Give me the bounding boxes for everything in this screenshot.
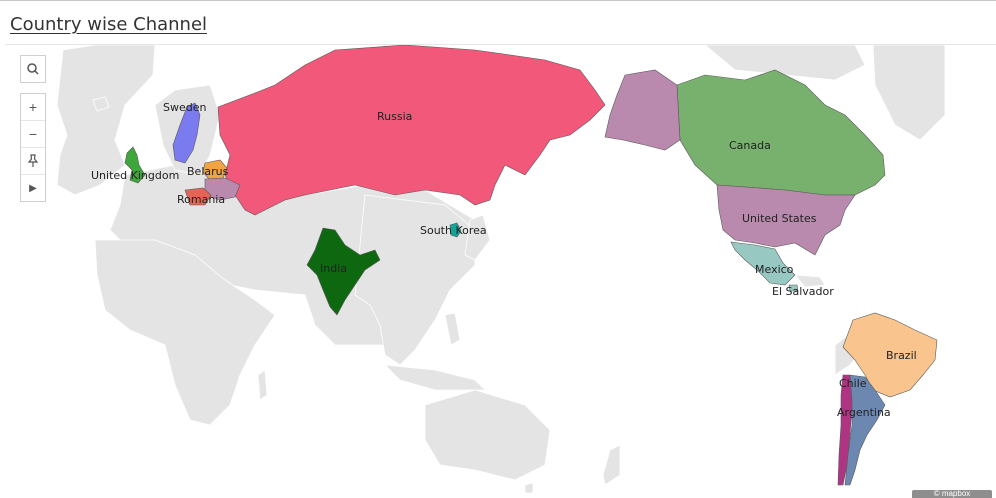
zoom-out-button[interactable]: − [21,120,45,147]
country-united-kingdom[interactable] [124,146,146,184]
search-icon[interactable] [21,56,45,82]
label-argentina: Argentina [837,406,891,419]
map-zoom-controls[interactable]: + − ▶ [20,93,46,202]
country-canada[interactable] [676,69,886,196]
map-attribution[interactable]: © mapbox [912,490,992,498]
label-sweden: Sweden [163,101,206,114]
country-brazil[interactable] [842,312,938,398]
label-south-korea: South Korea [420,224,487,237]
country-alaska[interactable] [604,69,681,151]
pin-icon[interactable] [21,147,45,174]
label-chile: Chile [839,377,867,390]
expand-toolbar-button[interactable]: ▶ [21,174,45,201]
label-india: India [320,262,347,275]
country-el-salvador[interactable] [788,284,799,292]
country-south-korea[interactable] [449,222,462,238]
top-divider [0,0,996,1]
label-brazil: Brazil [886,349,917,362]
label-united-kingdom: United Kingdom [91,169,179,182]
label-el-salvador: El Salvador [772,285,834,298]
label-romania: Romania [177,193,225,206]
country-sweden[interactable] [172,102,201,164]
zoom-in-button[interactable]: + [28,99,38,115]
label-belarus: Belarus [187,165,229,178]
country-argentina[interactable] [844,374,886,486]
label-russia: Russia [377,110,412,123]
map-search-control[interactable] [20,55,46,83]
base-land [56,45,946,494]
country-labels: Russia Sweden United Kingdom Belarus Rom… [91,101,917,419]
world-map[interactable]: Russia Sweden United Kingdom Belarus Rom… [5,45,996,498]
country-romania[interactable] [184,187,212,206]
page-title: Country wise Channel [10,14,208,35]
label-mexico: Mexico [755,263,794,276]
map-view[interactable]: Russia Sweden United Kingdom Belarus Rom… [5,44,996,498]
country-united-states[interactable] [716,184,856,256]
label-united-states: United States [742,212,817,225]
country-shapes [124,45,938,486]
label-canada: Canada [729,139,771,152]
country-india[interactable] [306,227,381,316]
country-mexico[interactable] [730,241,796,286]
country-russia[interactable] [217,45,606,216]
